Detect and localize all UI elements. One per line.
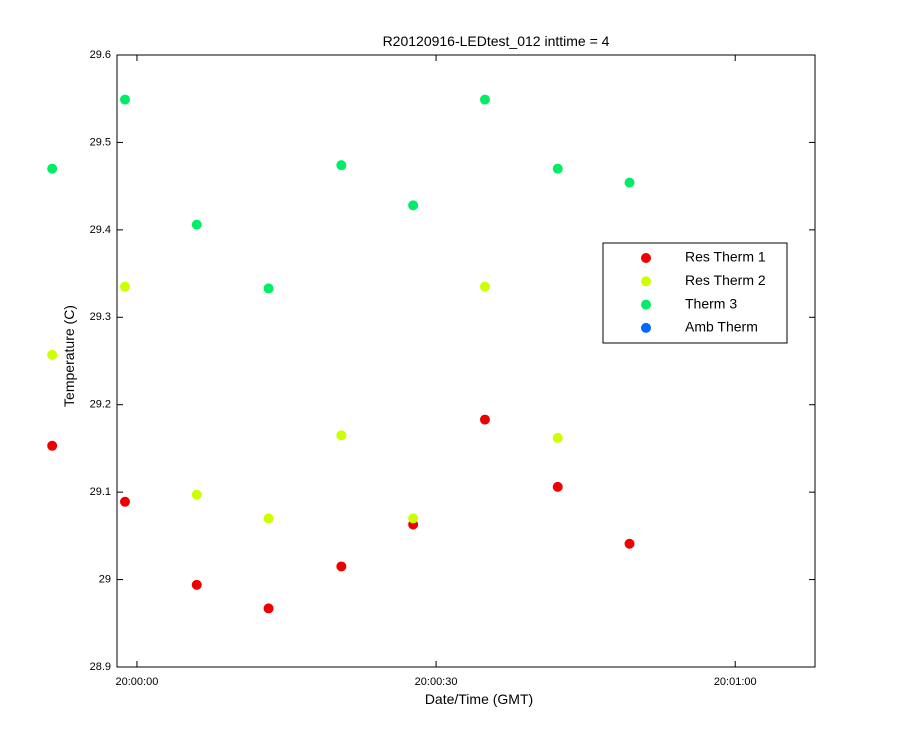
x-tick-label: 20:00:30 bbox=[415, 676, 458, 688]
point-res-therm-1 bbox=[191, 579, 202, 590]
point-therm-3 bbox=[624, 177, 635, 188]
point-therm-3 bbox=[47, 163, 58, 174]
point-res-therm-1 bbox=[47, 440, 58, 451]
x-axis-title: Date/Time (GMT) bbox=[425, 691, 533, 707]
y-axis: 28.9 29 29.1 29.2 29.3 29.4 29.5 29.6 bbox=[90, 49, 815, 673]
legend-label-amb-therm: Amb Therm bbox=[685, 319, 758, 335]
legend-marker-res-therm-1 bbox=[641, 253, 651, 263]
point-res-therm-2 bbox=[119, 281, 130, 292]
point-res-therm-1 bbox=[624, 538, 635, 549]
legend-label-therm-3: Therm 3 bbox=[685, 295, 737, 311]
legend-marker-res-therm-2 bbox=[641, 276, 651, 287]
point-res-therm-2 bbox=[479, 281, 490, 292]
plot-area bbox=[116, 54, 816, 668]
point-res-therm-1 bbox=[119, 496, 130, 507]
y-tick-label: 29 bbox=[99, 573, 111, 585]
point-res-therm-2 bbox=[408, 513, 419, 524]
y-tick-label: 29.2 bbox=[90, 399, 111, 411]
point-therm-3 bbox=[119, 94, 130, 105]
point-res-therm-1 bbox=[263, 603, 274, 614]
point-res-therm-1 bbox=[552, 481, 563, 492]
x-tick-label: 20:00:00 bbox=[116, 676, 159, 688]
point-res-therm-2 bbox=[336, 430, 347, 441]
legend-box bbox=[602, 242, 788, 344]
y-tick-label: 29.6 bbox=[90, 49, 111, 61]
point-therm-3 bbox=[552, 163, 563, 174]
legend-marker-therm-3 bbox=[641, 299, 651, 310]
point-therm-3 bbox=[336, 160, 347, 171]
y-tick-label: 29.1 bbox=[90, 486, 111, 498]
point-therm-3 bbox=[191, 219, 202, 230]
y-tick-label: 29.5 bbox=[90, 136, 111, 148]
legend-label-res-therm-1: Res Therm 1 bbox=[685, 249, 766, 265]
data-points bbox=[47, 94, 635, 614]
point-res-therm-2 bbox=[47, 349, 58, 360]
legend-label-res-therm-2: Res Therm 2 bbox=[685, 272, 766, 288]
y-tick-label: 29.3 bbox=[90, 311, 111, 323]
point-res-therm-2 bbox=[552, 432, 563, 443]
point-res-therm-1 bbox=[479, 414, 490, 425]
point-therm-3 bbox=[263, 283, 274, 294]
x-tick-label: 20:01:00 bbox=[714, 676, 757, 688]
point-res-therm-2 bbox=[263, 513, 274, 524]
y-axis-title: Temperature (C) bbox=[61, 305, 77, 407]
x-axis: 20:00:00 20:00:30 20:01:00 bbox=[116, 55, 757, 688]
legend-marker-amb-therm bbox=[641, 322, 651, 333]
chart-title: R20120916-LEDtest_012 inttime = 4 bbox=[383, 33, 610, 49]
point-therm-3 bbox=[408, 200, 419, 211]
y-tick-label: 29.4 bbox=[90, 224, 111, 236]
point-res-therm-1 bbox=[336, 561, 347, 572]
y-tick-label: 28.9 bbox=[90, 661, 111, 673]
legend: Res Therm 1 Res Therm 2 Therm 3 Amb Therm bbox=[602, 242, 788, 344]
point-therm-3 bbox=[479, 94, 490, 105]
point-res-therm-2 bbox=[191, 489, 202, 500]
